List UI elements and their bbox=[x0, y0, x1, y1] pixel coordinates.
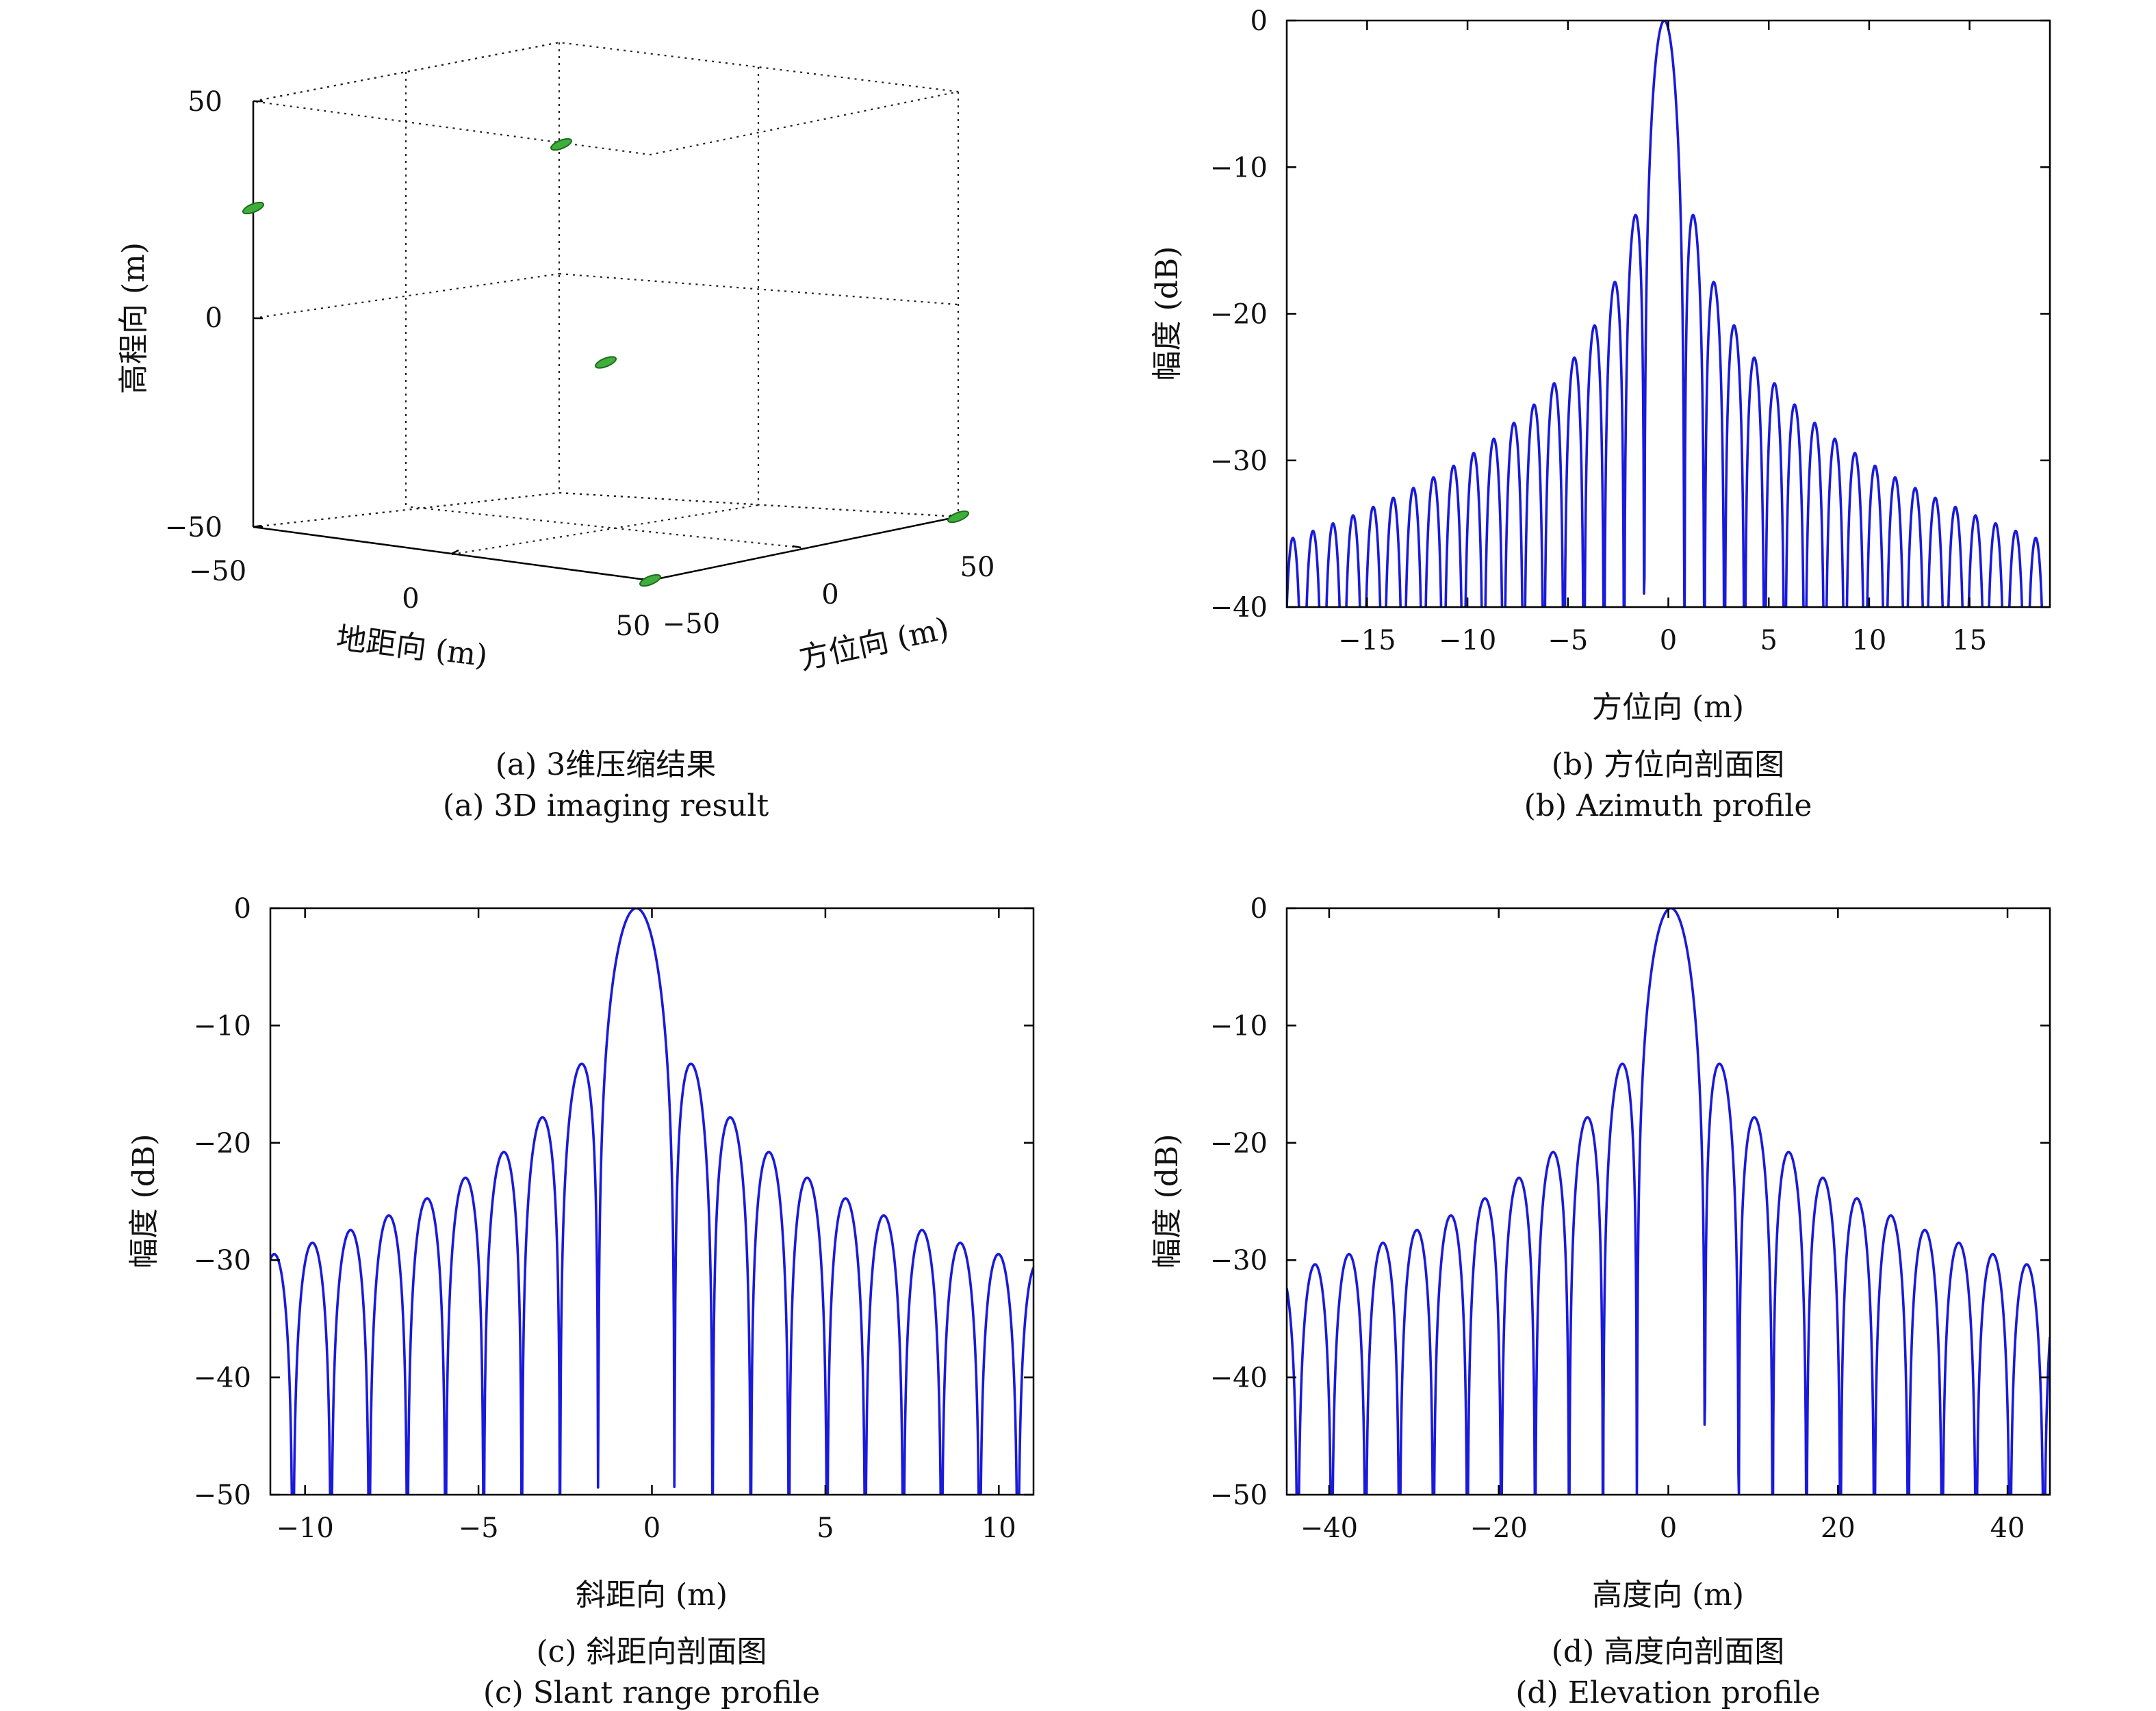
z-tick-label: 0 bbox=[205, 303, 222, 334]
y-tick-label: −30 bbox=[194, 1245, 251, 1276]
ticks-elevation bbox=[253, 100, 263, 528]
ticks-azimuth bbox=[641, 514, 959, 582]
y-tick-label: 50 bbox=[960, 552, 995, 583]
x-tick-label: 40 bbox=[1990, 1513, 2025, 1544]
y-axis-label: 幅度 (dB) bbox=[1150, 246, 1185, 381]
grid-floor bbox=[253, 491, 959, 582]
caption-en: (d) Elevation profile bbox=[1515, 1675, 1821, 1710]
scatter-point bbox=[594, 356, 617, 369]
x-tick-label: −15 bbox=[1338, 625, 1396, 656]
panel-slant-range-profile: −10 −5 0 5 100−10−20−30−40−50 斜距向 (m) 幅度 (dB… bbox=[127, 893, 1035, 1710]
y-tick-label: 0 bbox=[1250, 893, 1268, 925]
y-axis-label: 幅度 (dB) bbox=[1150, 1134, 1185, 1269]
panel-azimuth-profile: −15 −10 −5 0 5 10 15 0 −10 −20 −30 −40 方位向 (m) 幅度 (… bbox=[1150, 5, 2051, 823]
x-tick-label: 0 bbox=[402, 583, 419, 615]
panel-elevation-profile: −40 −20 0 20 40 0 −10 −20 −30 −40 −50 高度向 (m) 幅度 (… bbox=[1150, 893, 2051, 1710]
azimuth-axis-label: 方位向 (m) bbox=[796, 611, 952, 677]
x-axis-label: 方位向 (m) bbox=[1592, 690, 1744, 725]
x-tick-label: 5 bbox=[1760, 625, 1777, 656]
y-tick-label: −30 bbox=[1210, 1245, 1268, 1276]
x-tick-label: 10 bbox=[1851, 625, 1886, 656]
caption-cn: (c) 斜距向剖面图 bbox=[537, 1634, 767, 1669]
y-tick-label: −50 bbox=[1210, 1480, 1268, 1511]
grid-back-wall bbox=[558, 42, 960, 518]
x-tick-label: −5 bbox=[459, 1513, 499, 1544]
x-tick-label: −20 bbox=[1470, 1513, 1528, 1544]
x-tick-label: 0 bbox=[1660, 1513, 1677, 1544]
panel-3d-imaging: 50 0 −50 −50 0 50 −50 0 50 地距向 (m) 方位向 (… bbox=[116, 41, 995, 823]
y-tick-label: −40 bbox=[1210, 592, 1268, 623]
x-tick-label: 50 bbox=[616, 610, 651, 642]
scatter-points bbox=[242, 138, 970, 587]
x-tick-label: −10 bbox=[276, 1513, 333, 1544]
y-tick-label: 0 bbox=[1250, 5, 1268, 37]
x-tick-label: 15 bbox=[1952, 625, 1987, 656]
x-tick-label: 0 bbox=[643, 1513, 660, 1544]
x-tick-label: 10 bbox=[981, 1513, 1016, 1544]
scatter-point bbox=[242, 201, 265, 215]
x-tick-label: −10 bbox=[1439, 625, 1496, 656]
azimuth-profile-line bbox=[1287, 21, 2044, 607]
ticks-ground-range bbox=[253, 524, 658, 582]
caption-en: (a) 3D imaging result bbox=[443, 788, 769, 823]
x-tick-label: −50 bbox=[189, 556, 246, 587]
plot-frame bbox=[1285, 19, 2051, 608]
caption-en: (b) Azimuth profile bbox=[1524, 788, 1812, 823]
x-axis-label: 斜距向 (m) bbox=[576, 1578, 728, 1612]
y-axis-label: 幅度 (dB) bbox=[127, 1134, 162, 1269]
x-tick-label: 5 bbox=[817, 1513, 834, 1544]
caption-en: (c) Slant range profile bbox=[483, 1675, 820, 1710]
scatter-point bbox=[947, 510, 970, 524]
plot-frame bbox=[269, 907, 1035, 1496]
y-tick-label: −30 bbox=[1210, 446, 1268, 477]
grid-top-face bbox=[253, 41, 959, 156]
slant-range-profile-line bbox=[270, 908, 1034, 1495]
x-tick-label: −40 bbox=[1300, 1513, 1358, 1544]
tick-marks: −15 −10 −5 0 5 10 15 0 −10 −20 −30 −40 bbox=[1210, 5, 2050, 656]
y-tick-label: −10 bbox=[1210, 152, 1268, 183]
z-tick-label: 50 bbox=[188, 86, 222, 118]
y-tick-label: 0 bbox=[234, 893, 251, 925]
tick-marks: −40 −20 0 20 40 0 −10 −20 −30 −40 −50 bbox=[1210, 893, 2050, 1544]
y-tick-label: −10 bbox=[1210, 1010, 1268, 1042]
y-tick-label: −20 bbox=[194, 1128, 251, 1159]
y-tick-label: −40 bbox=[1210, 1363, 1268, 1394]
tick-marks: −10 −5 0 5 100−10−20−30−40−50 bbox=[194, 893, 1034, 1544]
y-tick-label: 0 bbox=[821, 579, 838, 610]
y-tick-label: −50 bbox=[663, 608, 720, 640]
caption-cn: (a) 3维压缩结果 bbox=[496, 747, 717, 782]
caption-cn: (b) 方位向剖面图 bbox=[1552, 747, 1784, 782]
scatter-point bbox=[550, 138, 573, 151]
y-tick-label: −40 bbox=[194, 1363, 251, 1394]
axis-azimuth bbox=[650, 515, 959, 582]
x-axis-label: 高度向 (m) bbox=[1592, 1578, 1744, 1612]
x-tick-label: −5 bbox=[1548, 625, 1588, 656]
elevation-profile-line bbox=[1287, 908, 2050, 1495]
elevation-axis-label: 高程向 (m) bbox=[116, 242, 151, 394]
y-tick-label: −50 bbox=[194, 1480, 251, 1511]
x-tick-label: 0 bbox=[1660, 625, 1677, 656]
caption-cn: (d) 高度向剖面图 bbox=[1552, 1634, 1784, 1669]
y-tick-label: −20 bbox=[1210, 1128, 1268, 1159]
x-tick-label: 20 bbox=[1821, 1513, 1856, 1544]
y-tick-label: −10 bbox=[194, 1010, 251, 1042]
ground-range-axis-label: 地距向 (m) bbox=[334, 621, 489, 674]
grid-left-wall bbox=[253, 41, 560, 528]
z-tick-label: −50 bbox=[165, 512, 222, 543]
y-tick-label: −20 bbox=[1210, 299, 1268, 331]
scatter-point bbox=[639, 574, 662, 587]
